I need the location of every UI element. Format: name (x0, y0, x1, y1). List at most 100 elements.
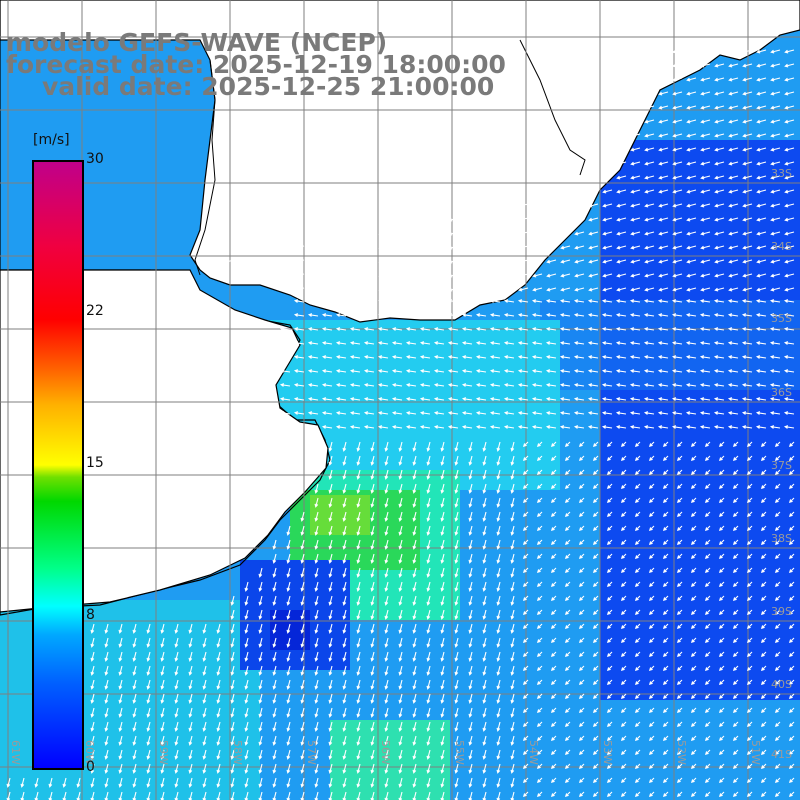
wind-arrow (578, 525, 585, 532)
wind-arrow (118, 749, 123, 760)
wind-arrow (349, 425, 361, 429)
wind-arrow (412, 763, 417, 774)
wind-arrow (686, 273, 697, 278)
wind-arrow (518, 259, 529, 264)
wind-arrow (732, 455, 739, 462)
wind-arrow (643, 327, 655, 331)
wind-arrow (601, 355, 613, 359)
wind-arrow (690, 483, 697, 490)
wind-arrow (496, 455, 501, 466)
wind-arrow (774, 525, 781, 532)
wind-arrow (328, 763, 333, 774)
wind-arrow (662, 721, 669, 728)
wind-arrow (592, 651, 599, 658)
wind-arrow (279, 411, 291, 415)
wind-arrow (202, 693, 207, 704)
wind-arrow (433, 411, 445, 415)
wind-arrow (336, 245, 347, 250)
wind-arrow (700, 245, 711, 250)
wind-arrow (202, 623, 207, 634)
wind-arrow (522, 791, 529, 798)
wind-arrow (146, 651, 151, 662)
wind-arrow (490, 259, 501, 264)
wind-arrow (322, 287, 333, 292)
wind-arrow (412, 595, 417, 606)
wind-arrow (564, 511, 571, 518)
wind-arrow (468, 483, 473, 494)
wind-arrow (258, 763, 263, 774)
wind-arrow (756, 91, 767, 96)
wind-arrow (426, 511, 431, 522)
wind-arrow (784, 147, 795, 152)
wind-arrow (770, 231, 781, 236)
wind-arrow (370, 595, 375, 606)
wind-arrow (714, 133, 725, 138)
wind-arrow (644, 189, 655, 194)
wind-arrow (690, 721, 697, 728)
wind-arrow (356, 609, 361, 620)
wind-arrow (522, 455, 529, 462)
wind-arrow (279, 355, 291, 359)
wind-arrow (132, 777, 137, 788)
wind-arrow (461, 425, 473, 429)
forecast-date: forecast date: 2025-12-19 18:00:00 (6, 50, 506, 79)
wind-arrow (244, 595, 249, 606)
wind-arrow (662, 469, 669, 476)
wind-arrow (658, 175, 669, 180)
wind-arrow (592, 455, 599, 462)
wind-arrow (676, 763, 683, 770)
wind-arrow (440, 539, 445, 550)
wind-arrow (728, 245, 739, 250)
wind-arrow (475, 383, 487, 387)
wind-arrow (606, 679, 613, 686)
wind-arrow (704, 721, 711, 728)
wind-arrow (406, 287, 417, 292)
wind-arrow (746, 693, 753, 700)
wind-arrow (322, 245, 333, 250)
wind-arrow (160, 679, 165, 690)
wind-arrow (490, 231, 501, 236)
wind-arrow (468, 455, 473, 466)
wind-arrow (662, 651, 669, 658)
wind-arrow (755, 397, 767, 401)
wind-arrow (643, 383, 655, 387)
wind-arrow (620, 651, 627, 658)
wind-arrow (718, 511, 725, 518)
wind-arrow (546, 217, 557, 222)
wind-arrow (578, 679, 585, 686)
wind-arrow (522, 511, 529, 518)
wind-arrow (550, 763, 557, 770)
wind-arrow (398, 679, 403, 690)
wind-arrow (676, 539, 683, 546)
wind-arrow (174, 749, 179, 760)
wind-arrow (342, 791, 347, 800)
wind-arrow (461, 313, 473, 317)
wind-arrow (587, 313, 599, 317)
wind-arrow (629, 411, 641, 415)
wind-arrow (482, 525, 487, 536)
wind-arrow (536, 763, 543, 770)
wind-arrow (587, 341, 599, 345)
wind-arrow (412, 553, 417, 564)
wind-arrow (216, 749, 221, 760)
wind-arrow (573, 327, 585, 331)
wind-arrow (454, 525, 459, 536)
wind-arrow (774, 637, 781, 644)
wind-arrow (406, 231, 417, 236)
wind-arrow (328, 511, 333, 522)
wind-arrow (788, 525, 795, 532)
wind-arrow (202, 735, 207, 746)
wind-arrow (210, 259, 221, 264)
wind-arrow (336, 287, 347, 292)
wind-arrow (784, 119, 795, 124)
wind-arrow (732, 483, 739, 490)
wind-arrow (342, 679, 347, 690)
wind-arrow (370, 721, 375, 732)
wind-arrow (574, 217, 585, 222)
wind-arrow (118, 623, 123, 634)
wind-arrow (658, 63, 669, 68)
wind-arrow (482, 735, 487, 746)
wind-arrow (377, 369, 389, 373)
wind-arrow (742, 175, 753, 180)
border-line (194, 59, 216, 276)
